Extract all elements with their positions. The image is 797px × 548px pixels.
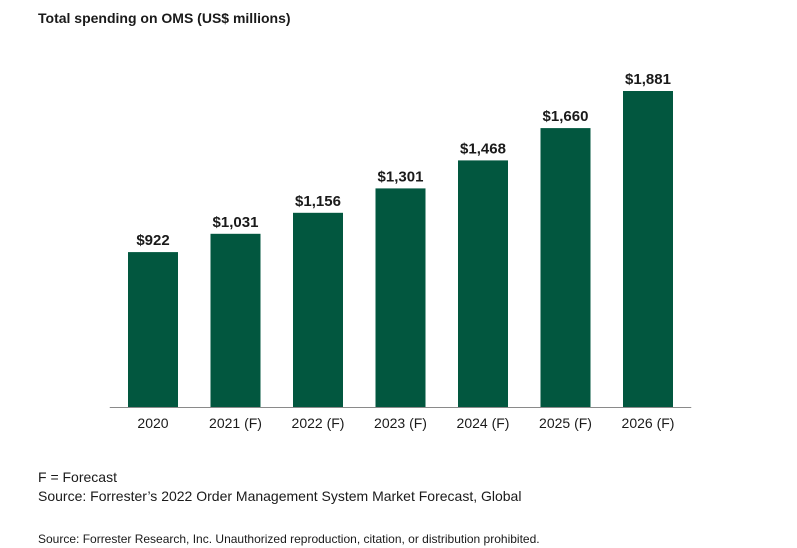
- x-tick-label: 2020: [137, 415, 168, 431]
- bar-2025-f: [540, 128, 591, 407]
- bar-value-label: $1,660: [543, 108, 589, 125]
- bar-value-label: $1,881: [625, 71, 671, 88]
- bar-2026-f: [623, 91, 673, 407]
- bar-2022-f: [293, 212, 343, 407]
- bar-2021-f: [210, 233, 261, 407]
- forecast-legend-note: F = Forecast: [38, 469, 117, 485]
- x-tick-label: 2026 (F): [622, 415, 675, 431]
- x-tick-label: 2024 (F): [457, 415, 510, 431]
- x-tick-label: 2022 (F): [292, 415, 345, 431]
- copyright-note: Source: Forrester Research, Inc. Unautho…: [38, 532, 540, 546]
- source-note: Source: Forrester’s 2022 Order Managemen…: [38, 488, 522, 504]
- bar-value-label: $1,156: [295, 193, 341, 210]
- chart-title: Total spending on OMS (US$ millions): [38, 10, 291, 26]
- bar-2020: [128, 252, 178, 407]
- bar-value-label: $1,031: [213, 214, 259, 231]
- bar-value-label: $1,468: [460, 140, 506, 157]
- x-tick-label: 2023 (F): [374, 415, 427, 431]
- x-tick-label: 2025 (F): [539, 415, 592, 431]
- x-tick-label: 2021 (F): [209, 415, 262, 431]
- bar-2023-f: [375, 188, 426, 407]
- bar-value-label: $1,301: [378, 168, 424, 185]
- bar-2024-f: [458, 160, 508, 407]
- bar-value-label: $922: [136, 232, 169, 249]
